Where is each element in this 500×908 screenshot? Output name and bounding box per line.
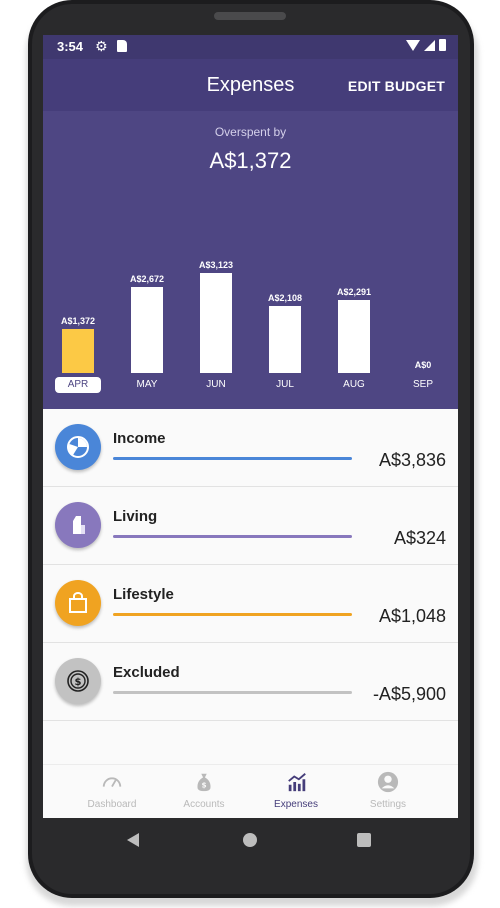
- chart-bar-may[interactable]: [131, 287, 163, 373]
- chart-value-label: A$2,672: [129, 274, 165, 285]
- category-amount: -A$5,900: [372, 684, 446, 704]
- chart-month-label[interactable]: JUN: [206, 379, 226, 390]
- gauge-icon: [102, 777, 122, 788]
- nav-expenses[interactable]: Expenses: [251, 765, 341, 818]
- nav-settings[interactable]: Settings: [343, 765, 433, 818]
- recent-apps-icon[interactable]: [357, 833, 371, 847]
- overspent-value: A$1,372: [209, 148, 292, 173]
- nav-label: Dashboard: [87, 799, 137, 810]
- chart-value-label: A$2,291: [336, 286, 372, 297]
- category-progress-line: [113, 613, 352, 616]
- category-list: Income A$3,836 Living A$324 Lifestyle A$…: [43, 409, 458, 764]
- app-screen: 3:54 ⚙ Expenses EDIT BUDGET Overspent by…: [43, 35, 458, 818]
- edit-budget-button[interactable]: EDIT BUDGET: [347, 78, 445, 94]
- category-row-income[interactable]: Income A$3,836: [43, 409, 458, 487]
- shopping-bag-icon: [55, 580, 101, 626]
- chart-month-label[interactable]: APR: [55, 377, 101, 393]
- chart-month-label[interactable]: MAY: [136, 379, 158, 390]
- chart-bar-aug[interactable]: [338, 299, 370, 373]
- milk-carton-icon: [55, 502, 101, 548]
- person-icon: [377, 771, 399, 793]
- category-amount: A$1,048: [378, 606, 446, 626]
- home-icon[interactable]: [243, 833, 257, 847]
- android-navigation-bar: [43, 818, 458, 866]
- monthly-expense-chart: A$1,372 APR A$2,672 MAY A$3,123 JUN A$2,108 JUL…: [43, 111, 458, 409]
- signal-icon: [424, 39, 435, 51]
- chart-value-label: A$1,372: [60, 316, 96, 327]
- settings-gear-icon: ⚙: [95, 38, 108, 54]
- svg-text:$: $: [201, 781, 206, 790]
- category-name: Lifestyle: [113, 586, 174, 603]
- chart-bar-jun[interactable]: [200, 273, 232, 373]
- nav-label: Accounts: [183, 799, 225, 810]
- category-progress-line: [113, 457, 352, 460]
- status-time: 3:54: [57, 39, 84, 54]
- status-bar: 3:54 ⚙: [43, 35, 458, 59]
- page-title: Expenses: [206, 74, 295, 96]
- bottom-navigation: Dashboard $ Accounts Expenses Settings: [43, 764, 458, 818]
- category-name: Income: [113, 430, 166, 447]
- pie-chart-icon: [55, 424, 101, 470]
- battery-icon: [439, 39, 446, 51]
- chart-month-label[interactable]: JUL: [276, 379, 294, 390]
- phone-speaker: [214, 12, 286, 20]
- nav-dashboard[interactable]: Dashboard: [67, 765, 157, 818]
- expense-summary: Overspent by A$1,372 A$1,372 APR A$2,672 MA…: [43, 111, 458, 409]
- chart-bar-jul[interactable]: [269, 305, 301, 373]
- chart-month-label[interactable]: SEP: [412, 379, 433, 390]
- category-row-living[interactable]: Living A$324: [43, 487, 458, 565]
- category-row-excluded[interactable]: $ Excluded -A$5,900: [43, 643, 458, 721]
- trend-chart-icon: [288, 773, 306, 792]
- category-amount: A$324: [393, 528, 446, 548]
- svg-text:$: $: [75, 677, 82, 688]
- nav-label: Settings: [369, 799, 407, 810]
- wifi-icon: [406, 39, 420, 51]
- category-row-lifestyle[interactable]: Lifestyle A$1,048: [43, 565, 458, 643]
- overspent-label: Overspent by: [214, 125, 287, 139]
- nav-accounts[interactable]: $ Accounts: [159, 765, 249, 818]
- category-progress-line: [113, 535, 352, 538]
- category-name: Excluded: [113, 664, 180, 681]
- chart-value-label: A$3,123: [198, 260, 234, 270]
- chart-value-label: A$0: [414, 360, 432, 370]
- chart-bar-apr[interactable]: [62, 329, 94, 373]
- sd-card-icon: [117, 40, 127, 52]
- chart-month-label[interactable]: AUG: [343, 379, 365, 390]
- dollar-coin-icon: $: [55, 658, 101, 704]
- money-bag-icon: $: [197, 773, 211, 792]
- nav-label: Expenses: [274, 799, 318, 810]
- category-amount: A$3,836: [378, 450, 446, 470]
- app-header: Expenses EDIT BUDGET: [43, 59, 458, 111]
- category-progress-line: [113, 691, 352, 694]
- chart-value-label: A$2,108: [267, 292, 303, 303]
- back-icon[interactable]: [127, 833, 139, 847]
- category-name: Living: [113, 508, 158, 525]
- status-indicators: [406, 39, 446, 51]
